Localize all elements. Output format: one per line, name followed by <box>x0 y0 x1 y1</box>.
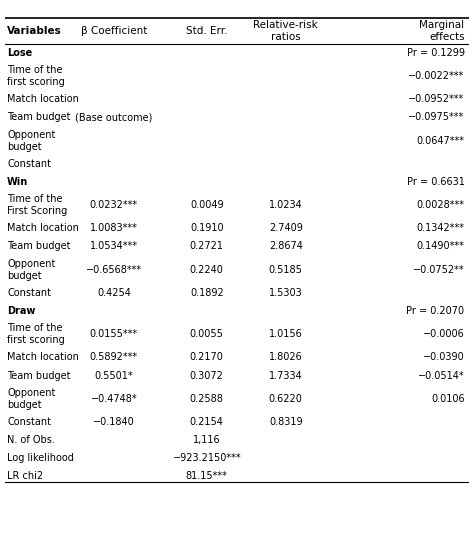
Text: 0.8319: 0.8319 <box>269 417 302 427</box>
Text: 0.2240: 0.2240 <box>190 264 224 275</box>
Text: Draw: Draw <box>7 306 36 316</box>
Text: Pr = 0.2070: Pr = 0.2070 <box>407 306 465 316</box>
Text: 1.8026: 1.8026 <box>269 353 303 363</box>
Text: Match location: Match location <box>7 94 79 104</box>
Text: −923.2150***: −923.2150*** <box>173 453 241 463</box>
Text: 0.5501*: 0.5501* <box>95 371 133 381</box>
Text: Opponent
budget: Opponent budget <box>7 388 55 410</box>
Text: 0.3072: 0.3072 <box>190 371 224 381</box>
Text: Opponent
budget: Opponent budget <box>7 129 55 152</box>
Text: 1,116: 1,116 <box>193 435 220 445</box>
Text: 0.2154: 0.2154 <box>190 417 224 427</box>
Text: 2.7409: 2.7409 <box>269 223 303 233</box>
Text: 0.0049: 0.0049 <box>190 200 224 210</box>
Text: −0.6568***: −0.6568*** <box>86 264 142 275</box>
Text: 0.2721: 0.2721 <box>190 242 224 252</box>
Text: Team budget: Team budget <box>7 371 71 381</box>
Text: −0.0952***: −0.0952*** <box>409 94 465 104</box>
Text: 0.0232***: 0.0232*** <box>90 200 138 210</box>
Text: −0.1840: −0.1840 <box>93 417 135 427</box>
Text: 0.0055: 0.0055 <box>190 329 224 339</box>
Text: Relative-risk
ratios: Relative-risk ratios <box>254 20 318 42</box>
Text: 1.0156: 1.0156 <box>269 329 303 339</box>
Text: LR chi2: LR chi2 <box>7 471 43 481</box>
Text: Constant: Constant <box>7 417 51 427</box>
Text: −0.0390: −0.0390 <box>423 353 465 363</box>
Text: 0.0155***: 0.0155*** <box>90 329 138 339</box>
Text: 0.0647***: 0.0647*** <box>417 136 465 146</box>
Text: −0.0752**: −0.0752** <box>413 264 465 275</box>
Text: Match location: Match location <box>7 223 79 233</box>
Text: Std. Err.: Std. Err. <box>186 26 228 36</box>
Text: Pr = 0.6631: Pr = 0.6631 <box>407 177 465 187</box>
Text: −0.0975***: −0.0975*** <box>409 112 465 122</box>
Text: 1.5303: 1.5303 <box>269 288 303 298</box>
Text: −0.0022***: −0.0022*** <box>409 71 465 81</box>
Text: Constant: Constant <box>7 159 51 169</box>
Text: 1.0083***: 1.0083*** <box>90 223 138 233</box>
Text: −0.0514*: −0.0514* <box>418 371 465 381</box>
Text: 0.1490***: 0.1490*** <box>417 242 465 252</box>
Text: 0.5185: 0.5185 <box>269 264 303 275</box>
Text: Constant: Constant <box>7 288 51 298</box>
Text: N. of Obs.: N. of Obs. <box>7 435 55 445</box>
Text: −0.4748*: −0.4748* <box>91 394 137 404</box>
Text: Time of the
First Scoring: Time of the First Scoring <box>7 194 67 216</box>
Text: 0.0028***: 0.0028*** <box>417 200 465 210</box>
Text: Pr = 0.1299: Pr = 0.1299 <box>407 48 465 58</box>
Text: Team budget: Team budget <box>7 242 71 252</box>
Text: Time of the
first scoring: Time of the first scoring <box>7 323 65 345</box>
Text: 1.7334: 1.7334 <box>269 371 303 381</box>
Text: 0.2588: 0.2588 <box>190 394 224 404</box>
Text: 0.0106: 0.0106 <box>431 394 465 404</box>
Text: 0.6220: 0.6220 <box>269 394 303 404</box>
Text: (Base outcome): (Base outcome) <box>75 112 153 122</box>
Text: 81.15***: 81.15*** <box>186 471 228 481</box>
Text: 0.1910: 0.1910 <box>190 223 224 233</box>
Text: Opponent
budget: Opponent budget <box>7 259 55 281</box>
Text: 1.0534***: 1.0534*** <box>90 242 138 252</box>
Text: Time of the
first scoring: Time of the first scoring <box>7 65 65 87</box>
Text: 0.4254: 0.4254 <box>97 288 131 298</box>
Text: Win: Win <box>7 177 28 187</box>
Text: Match location: Match location <box>7 353 79 363</box>
Text: Variables: Variables <box>7 26 62 36</box>
Text: Team budget: Team budget <box>7 112 71 122</box>
Text: −0.0006: −0.0006 <box>423 329 465 339</box>
Text: 0.1892: 0.1892 <box>190 288 224 298</box>
Text: Log likelihood: Log likelihood <box>7 453 74 463</box>
Text: 0.5892***: 0.5892*** <box>90 353 138 363</box>
Text: 2.8674: 2.8674 <box>269 242 303 252</box>
Text: 0.2170: 0.2170 <box>190 353 224 363</box>
Text: Lose: Lose <box>7 48 32 58</box>
Text: 1.0234: 1.0234 <box>269 200 303 210</box>
Text: β Coefficient: β Coefficient <box>81 26 147 36</box>
Text: Marginal
effects: Marginal effects <box>419 20 465 42</box>
Text: 0.1342***: 0.1342*** <box>417 223 465 233</box>
